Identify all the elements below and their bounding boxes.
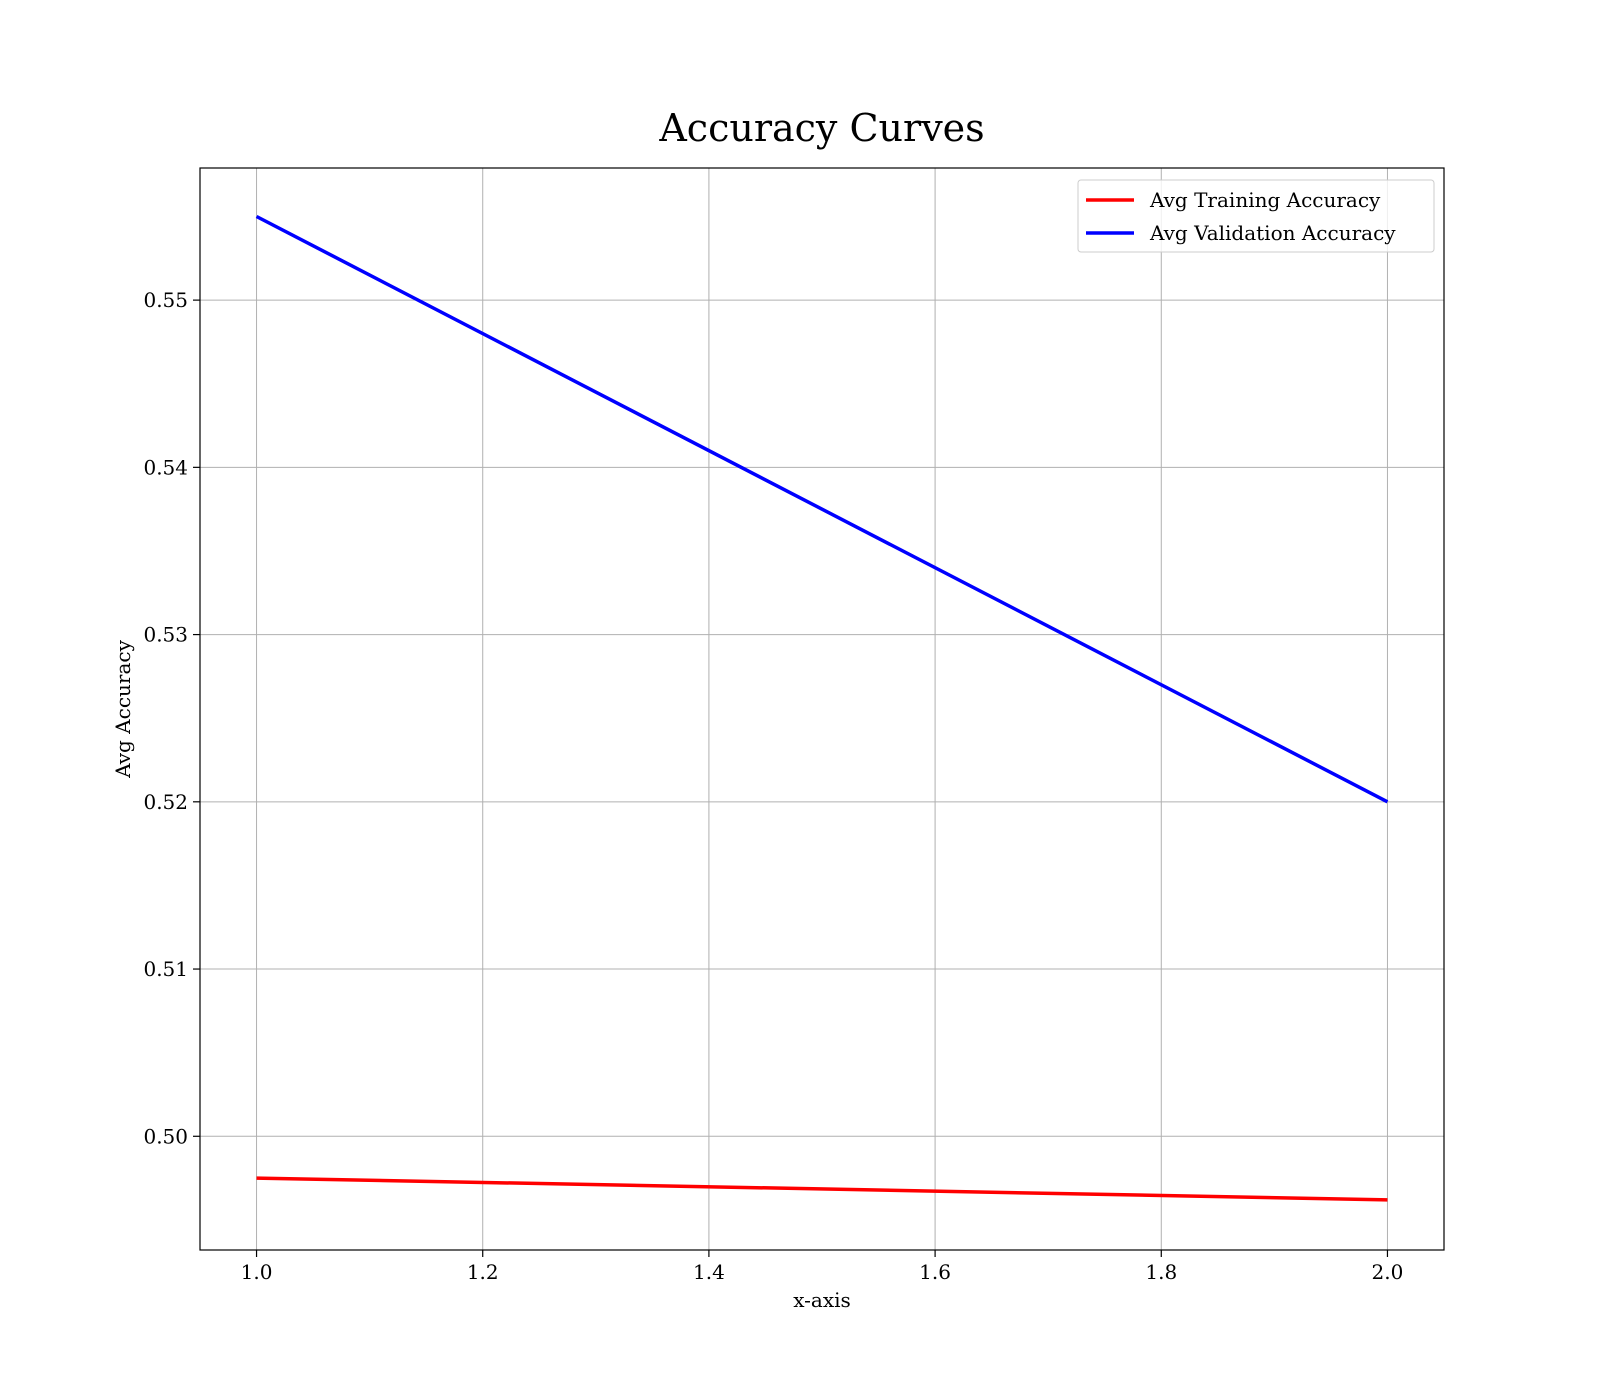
x-tick-label: 1.6 <box>919 1260 951 1284</box>
y-tick-label: 0.51 <box>143 957 188 981</box>
x-tick-label: 1.8 <box>1145 1260 1177 1284</box>
series-line-0 <box>256 1176 1388 1202</box>
x-tick-label: 1.0 <box>241 1260 273 1284</box>
y-tick-label: 0.53 <box>143 623 188 647</box>
x-axis-label: x-axis <box>793 1288 851 1312</box>
x-tick-label: 1.4 <box>693 1260 725 1284</box>
legend: Avg Training Accuracy Avg Validation Accu… <box>1077 179 1435 253</box>
legend-label-0: Avg Training Accuracy <box>1149 188 1381 212</box>
y-tick-label: 0.55 <box>143 288 188 312</box>
y-tick-label: 0.54 <box>143 455 188 479</box>
y-axis-label: Avg Accuracy <box>111 639 135 779</box>
grid <box>200 168 1444 1250</box>
x-tick-label: 1.2 <box>467 1260 499 1284</box>
legend-box <box>1077 179 1435 253</box>
x-ticks: 1.0 1.2 1.4 1.6 1.8 2.0 <box>241 1250 1404 1284</box>
y-tick-label: 0.50 <box>143 1124 188 1148</box>
series-line-1 <box>255 214 1389 804</box>
chart-title: Accuracy Curves <box>658 106 984 150</box>
y-ticks: 0.50 0.51 0.52 0.53 0.54 0.55 <box>143 288 200 1148</box>
x-tick-label: 2.0 <box>1372 1260 1404 1284</box>
series-layer <box>255 214 1389 1202</box>
plot-frame <box>199 167 1445 1251</box>
y-tick-label: 0.52 <box>143 790 188 814</box>
legend-label-1: Avg Validation Accuracy <box>1149 221 1396 245</box>
